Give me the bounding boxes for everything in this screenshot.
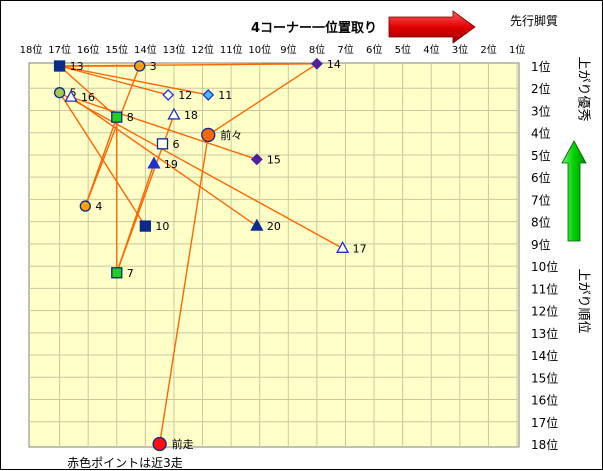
x-tick-label: 4位 [423,43,439,56]
y-tick-label: 16位 [531,393,558,408]
point-marker [250,153,263,166]
x-tick-label: 3位 [452,43,468,56]
point-label: 13 [70,60,84,73]
y-tick-label: 2位 [531,81,551,96]
point-marker [111,111,123,123]
x-tick-label: 10位 [248,43,271,56]
x-tick-label: 6位 [366,43,382,56]
data-points: 13 3 14 12 11 5 16 18 8 前々 6 15 19 4 10 20 17 7 前走 [53,57,367,452]
y-tick-label: 3位 [531,103,551,118]
connection-line [158,134,209,445]
y-tick-labels: 1位 2位 3位 4位 5位 6位 7位 8位 9位 10位 11位 12位 13位 14位 15位 16位 1… [531,59,558,452]
point-label: 10 [155,220,169,233]
point-label: 19 [164,158,178,171]
connection-line [59,92,343,249]
point-label: 17 [353,242,367,255]
red-arrow-icon [388,10,476,44]
x-tick-label: 16位 [77,43,100,56]
y-tick-label: 15位 [531,370,558,385]
point-marker [147,156,161,169]
point-label: 7 [127,267,134,280]
connection-line [59,65,169,96]
point-label: 11 [218,89,232,102]
top-right-label: 先行脚質 [510,13,558,28]
point-label: 18 [184,109,198,122]
x-tick-label: 2位 [480,43,496,56]
point-label: 15 [267,153,281,166]
y-tick-label: 1位 [531,59,551,74]
y-tick-label: 12位 [531,304,558,319]
point-marker [133,60,146,72]
point-marker [250,218,264,231]
point-label: 12 [178,89,192,102]
x-tick-label: 5位 [395,43,411,56]
point-label: 6 [173,138,180,151]
connection-line [59,63,317,67]
footnote: 赤色ポイントは近3走 [67,456,183,470]
y-tick-label: 4位 [531,126,551,141]
point-marker [53,87,66,99]
y-tick-label: 8位 [531,215,551,230]
point-label: 3 [150,60,157,73]
point-label: 前走 [172,437,194,451]
x-tick-label: 18位 [20,43,43,56]
x-tick-label: 8位 [309,43,325,56]
point-marker [53,60,66,72]
point-marker [64,89,78,102]
x-tick-label: 13位 [163,43,186,56]
point-marker [152,436,167,452]
x-tick-label: 14位 [134,43,157,56]
point-marker [162,88,175,101]
y-tick-label: 5位 [531,148,551,163]
point-label: 5 [70,87,77,100]
point-marker [310,57,323,70]
y-tick-label: 10位 [531,259,558,274]
point-label: 16 [81,91,95,104]
point-marker [79,200,91,212]
y-tick-label: 13位 [531,326,558,341]
point-marker [202,88,215,101]
x-tick-label: 7位 [337,43,353,56]
x-tick-label: 17位 [48,43,71,56]
y-tick-label: 17位 [531,415,558,430]
point-label: 8 [127,111,134,124]
x-tick-label: 9位 [280,43,296,56]
connection-line [70,96,258,227]
y-tick-label: 9位 [531,237,551,252]
connection-line [84,65,141,207]
point-marker [167,107,181,120]
y-tick-label: 6位 [531,170,551,185]
point-marker [139,220,152,232]
x-tick-labels: 18位 17位 16位 15位 14位 13位 12位 11位 10位 9位 8位 7位 6位 5位 4位 3… [20,43,526,56]
point-marker [336,240,350,253]
point-label: 4 [95,200,102,213]
green-arrow-icon [561,140,587,242]
connection-line [70,96,258,161]
connection-line [207,63,318,136]
y-tick-label: 18位 [531,437,558,452]
y-tick-label: 14位 [531,348,558,363]
y-tick-label: 7位 [531,192,551,207]
right-label-bottom: 上がり順位 [576,268,591,333]
connection-line [84,116,118,207]
chart-title: 4コーナー一位置取り [251,20,377,36]
point-label: 20 [267,220,281,233]
point-label: 14 [327,58,341,71]
x-tick-label: 12位 [191,43,214,56]
plot-area [28,62,520,448]
point-label: 前々 [220,128,242,142]
x-tick-label: 15位 [105,43,128,56]
x-tick-label: 1位 [509,43,525,56]
right-label-top: 上がり優秀 [576,56,591,121]
grid-lines [29,63,519,447]
point-marker [111,267,123,279]
x-tick-label: 11位 [220,43,243,56]
point-marker [156,138,169,150]
point-marker [201,127,216,143]
y-tick-label: 11位 [531,281,558,296]
connection-line [116,163,155,274]
